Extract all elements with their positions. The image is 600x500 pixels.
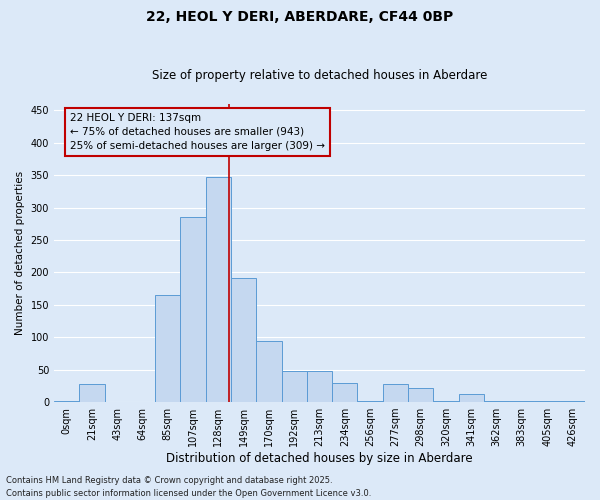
Bar (484, 401, 509, 402)
Bar (231, 278, 256, 402)
Bar (358, 401, 383, 402)
X-axis label: Distribution of detached houses by size in Aberdare: Distribution of detached houses by size … (166, 452, 473, 465)
Text: Contains HM Land Registry data © Crown copyright and database right 2025.
Contai: Contains HM Land Registry data © Crown c… (6, 476, 371, 498)
Bar (181, 218, 206, 402)
Bar (256, 340, 281, 402)
Bar (408, 388, 433, 402)
Bar (307, 371, 332, 402)
Bar (458, 394, 484, 402)
Bar (54, 401, 79, 402)
Title: Size of property relative to detached houses in Aberdare: Size of property relative to detached ho… (152, 69, 487, 82)
Bar (433, 401, 458, 402)
Bar (535, 401, 560, 402)
Text: 22, HEOL Y DERI, ABERDARE, CF44 0BP: 22, HEOL Y DERI, ABERDARE, CF44 0BP (146, 10, 454, 24)
Bar (509, 401, 535, 402)
Bar (79, 384, 104, 402)
Bar (155, 295, 181, 402)
Bar (560, 401, 585, 402)
Bar (332, 382, 358, 402)
Bar (281, 371, 307, 402)
Bar (383, 384, 408, 402)
Bar (206, 176, 231, 402)
Text: 22 HEOL Y DERI: 137sqm
← 75% of detached houses are smaller (943)
25% of semi-de: 22 HEOL Y DERI: 137sqm ← 75% of detached… (70, 113, 325, 151)
Y-axis label: Number of detached properties: Number of detached properties (15, 171, 25, 335)
